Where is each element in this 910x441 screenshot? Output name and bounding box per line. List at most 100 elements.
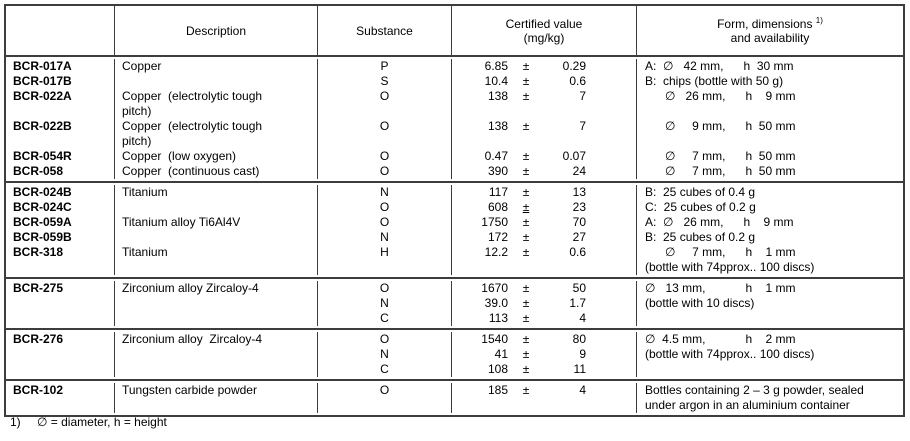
material-description: Copper	[122, 59, 162, 73]
material-id: BCR-024C	[13, 200, 72, 214]
form-dimensions-text: (bottle with 74pprox.. 100 discs)	[645, 260, 815, 274]
certified-value: 185	[487, 383, 508, 397]
certified-value-line: 608 ±23	[452, 200, 636, 215]
material-id: BCR-059A	[13, 215, 72, 229]
material-id	[6, 296, 114, 311]
material-description	[115, 296, 317, 311]
substance-code: N	[380, 296, 389, 310]
form-dimensions-text: A: ∅ 26 mm, h 9 mm	[645, 215, 794, 229]
material-id	[6, 398, 114, 413]
certified-value-line: 1670 ±50	[452, 281, 636, 296]
substance-code: N	[380, 185, 389, 199]
id-column-cell: BCR-017A BCR-017B BCR-022A BCR-022B BCR-054R…	[6, 59, 115, 179]
certified-value-line: 41 ±9	[452, 347, 636, 362]
substance-code: O	[379, 383, 390, 397]
certified-value: 390	[487, 164, 508, 178]
material-id: BCR-275	[13, 281, 64, 295]
material-description	[115, 230, 317, 245]
uncertainty-value	[544, 260, 586, 275]
form-column-cell: ∅ 13 mm, h 1 mm (bottle with 10 discs)	[637, 281, 903, 326]
uncertainty-value: 50	[572, 281, 586, 295]
material-id: BCR-017A	[13, 59, 72, 73]
plus-minus-sign: ±	[522, 245, 530, 259]
substance-code: C	[380, 311, 389, 325]
material-description: Copper (electrolytic tough	[122, 119, 263, 133]
uncertainty-value	[544, 134, 586, 149]
id-column-cell: BCR-276	[6, 332, 115, 377]
material-description	[115, 311, 317, 326]
form-dimensions-text: ∅ 9 mm, h 50 mm	[645, 119, 796, 133]
uncertainty-value: 11	[573, 362, 586, 376]
material-id: BCR-017B	[13, 74, 72, 88]
material-description	[115, 398, 317, 413]
material-description	[115, 74, 317, 89]
uncertainty-value: 4	[579, 311, 586, 325]
certified-value-column-cell: 117 ±13 608 ±23 1750 ±70 172 ±27 12.2 ±0.6	[452, 185, 637, 275]
uncertainty-value: 1.7	[569, 296, 586, 310]
substance-code: S	[380, 74, 389, 88]
substance-code: O	[379, 164, 390, 178]
form-dimensions-text: B: chips (bottle with 50 g)	[645, 74, 784, 88]
substance-code: C	[380, 362, 389, 376]
certified-value-line: 1750 ±70	[452, 215, 636, 230]
material-description: Copper (low oxygen)	[122, 149, 237, 163]
material-description	[115, 260, 317, 275]
form-dimensions-text: (bottle with 74pprox.. 100 discs)	[645, 347, 815, 361]
material-description: Copper (continuous cast)	[122, 164, 260, 178]
material-description: Titanium	[122, 245, 168, 259]
header-id-cell	[6, 6, 115, 55]
substance-code: O	[379, 200, 390, 214]
material-description: Titanium alloy Ti6Al4V	[122, 215, 241, 229]
certified-value: 1540	[481, 332, 508, 346]
material-id	[6, 260, 114, 275]
form-dimensions-text: C: 25 cubes of 0.2 g	[645, 200, 756, 214]
reference-materials-table: Description Substance Certified value (m…	[4, 4, 905, 417]
substance-code: O	[379, 332, 390, 346]
certified-value: 138	[487, 119, 508, 133]
plus-minus-sign: ±	[522, 347, 530, 361]
plus-minus-sign	[508, 260, 544, 275]
material-description: Tungsten carbide powder	[122, 383, 257, 397]
uncertainty-value: 70	[572, 215, 586, 229]
certified-value-line: 0.47 ±0.07	[452, 149, 636, 164]
plus-minus-sign	[508, 398, 544, 413]
uncertainty-value: 9	[579, 347, 586, 361]
material-id	[6, 104, 114, 119]
material-description: pitch)	[122, 104, 152, 118]
certified-value: 12.2	[484, 245, 508, 259]
form-column-cell: ∅ 4.5 mm, h 2 mm (bottle with 74pprox.. 1…	[637, 332, 903, 377]
uncertainty-value	[544, 398, 586, 413]
uncertainty-value: 80	[572, 332, 586, 346]
plus-minus-sign: ±	[522, 383, 530, 397]
substance-code: O	[379, 119, 390, 133]
material-description: Zirconium alloy Zircaloy-4	[122, 281, 259, 295]
certified-value-line: 39.0 ±1.7	[452, 296, 636, 311]
description-column-cell: Zirconium alloy Zircaloy-4	[115, 281, 318, 326]
certified-value-line: 1540 ±80	[452, 332, 636, 347]
form-dimensions-text: ∅ 7 mm, h 50 mm	[645, 149, 796, 163]
material-description	[115, 200, 317, 215]
certified-value	[458, 398, 508, 413]
material-id: BCR-054R	[13, 149, 72, 163]
substance-code	[318, 134, 451, 149]
certified-value: 1750	[481, 215, 508, 229]
plus-minus-sign: ±	[522, 59, 530, 73]
uncertainty-value: 0.29	[562, 59, 586, 73]
plus-minus-sign: ±	[522, 332, 530, 346]
certified-value-line: 6.85 ±0.29	[452, 59, 636, 74]
uncertainty-value: 4	[579, 383, 586, 397]
form-dimensions-text: ∅ 7 mm, h 50 mm	[645, 164, 796, 178]
certified-value-line: 10.4 ±0.6	[452, 74, 636, 89]
id-column-cell: BCR-102	[6, 383, 115, 413]
plus-minus-sign: ±	[522, 89, 530, 103]
table-body: BCR-017A BCR-017B BCR-022A BCR-022B BCR-054R…	[6, 55, 903, 415]
form-dimensions-text	[637, 134, 903, 149]
certified-value: 10.4	[484, 74, 508, 88]
header-substance: Substance	[318, 6, 452, 55]
uncertainty-value: 0.6	[569, 245, 586, 259]
header-certified-line2: (mg/kg)	[523, 30, 565, 45]
